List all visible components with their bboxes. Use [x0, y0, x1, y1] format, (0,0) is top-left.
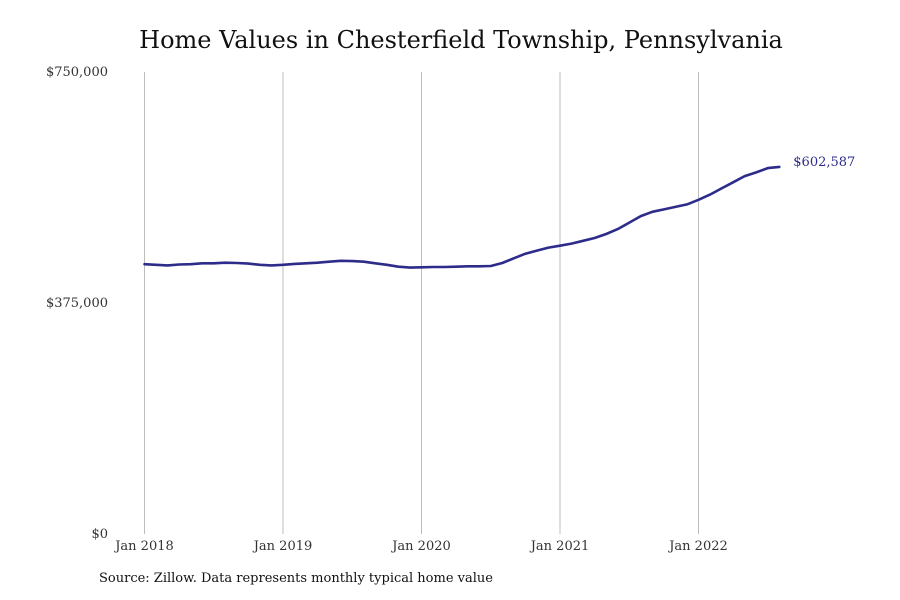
x-tick-label: Jan 2018: [113, 539, 174, 554]
series-line: [143, 165, 781, 269]
x-tick-label: Jan 2019: [252, 539, 313, 554]
end-value-label: $602,587: [793, 155, 855, 170]
x-tick-label: Jan 2022: [667, 539, 728, 554]
source-note: Source: Zillow. Data represents monthly …: [99, 571, 493, 586]
x-tick-label: Jan 2020: [390, 539, 451, 554]
y-tick-label: $375,000: [46, 296, 108, 311]
y-tick-label: $750,000: [46, 65, 108, 80]
x-tick-label: Jan 2021: [529, 539, 590, 554]
y-tick-label: $0: [91, 527, 108, 542]
chart-title: Home Values in Chesterfield Township, Pe…: [139, 26, 783, 54]
